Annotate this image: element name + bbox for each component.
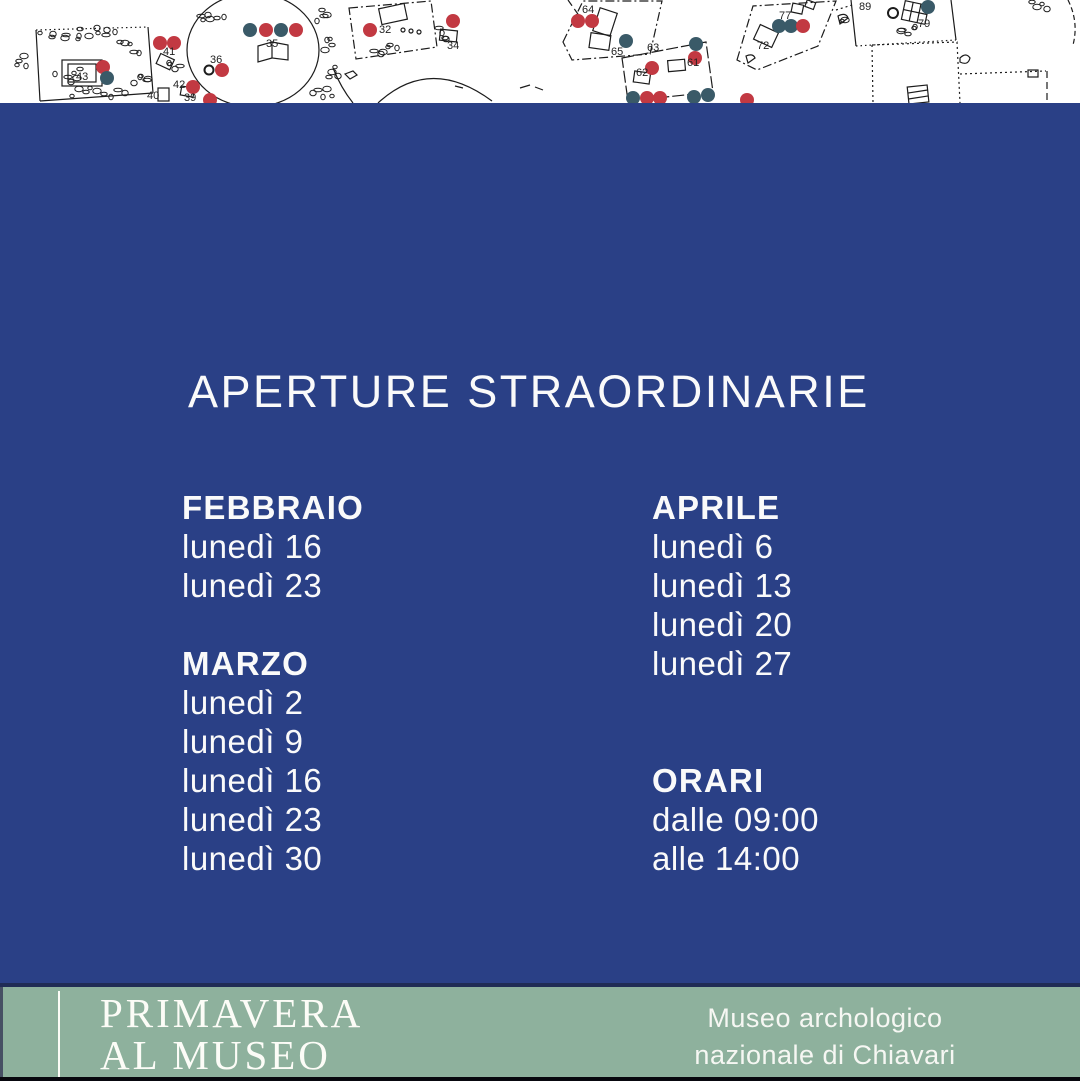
map-label: 64 [582,4,594,16]
footer: PRIMAVERA AL MUSEO Museo archologico naz… [0,987,1080,1077]
logo-line-1: PRIMAVERA [100,990,364,1036]
schedule-line: lunedì 16 [182,528,323,565]
map-dot-teal [772,19,786,33]
map-label: 34 [447,40,459,52]
map-label: 40 [147,90,159,102]
map-dot-red [446,14,460,28]
map-label: 61 [687,57,699,69]
map-dot-red [215,63,229,77]
map-dot-red [571,14,585,28]
museum-line-2: nazionale di Chiavari [694,1040,956,1070]
panel-divider [0,983,1080,987]
map-dot-red [259,23,273,37]
map-label: 62 [636,67,648,79]
excavation-map-svg: 43 41 42 40 39 36 35 32 34 64 65 63 62 61 72 77 89 79 [14,0,1076,103]
museum-name: Museo archologico nazionale di Chiavari [630,1000,1020,1074]
map-dot-red [688,51,702,65]
map-label: 79 [918,18,930,30]
map-dot-red [796,19,810,33]
museum-line-1: Museo archologico [707,1003,943,1033]
map-dot-teal [701,88,715,102]
bottom-bar [0,1077,1080,1081]
map-label: 89 [859,1,871,13]
schedule-line: lunedì 23 [182,567,323,604]
schedule-line: lunedì 6 [652,528,774,565]
map-dot-teal [100,71,114,85]
map-label: 65 [611,46,623,58]
map-label: 42 [173,79,185,91]
footer-left-edge-line [0,987,3,1077]
schedule-line: lunedì 30 [182,840,323,877]
schedule-line: lunedì 2 [182,684,304,721]
logo-line-2: AL MUSEO [100,1032,331,1078]
map-dot-red [289,23,303,37]
map-dot-teal [626,91,640,103]
map-label: 36 [210,54,222,66]
map-dot-teal [784,19,798,33]
schedule-line: dalle 09:00 [652,801,819,838]
map-label: 72 [757,40,769,52]
map-label: 63 [647,42,659,54]
map-dot-red [167,36,181,50]
map-dots [96,0,935,103]
schedule-line: lunedì 16 [182,762,323,799]
map-labels: 43 41 42 40 39 36 35 32 34 64 65 63 62 61 72 77 89 79 [76,1,930,103]
map-dot-red [640,91,654,103]
schedule-line: lunedì 23 [182,801,323,838]
month-heading: MARZO [182,645,309,682]
map-label: 41 [163,46,175,58]
schedule-line: lunedì 13 [652,567,793,604]
schedule-line: lunedì 20 [652,606,793,643]
logo-primavera-al-museo: PRIMAVERA AL MUSEO [100,992,363,1076]
map-dot-teal [687,90,701,103]
map-dot-red [186,80,200,94]
schedule-column-right: APRILE lunedì 6 lunedì 13 lunedì 20 lunedì 2… [652,488,819,878]
map-dot-red [153,36,167,50]
map-dot-red [740,93,754,103]
map-dot-teal [243,23,257,37]
page-title: APERTURE STRAORDINARIE [188,366,870,417]
map-label: 77 [779,10,791,22]
map-dot-red [653,91,667,103]
schedule-section: MARZO lunedì 2 lunedì 9 lunedì 16 lunedì 23 l… [182,644,364,878]
site-map: 43 41 42 40 39 36 35 32 34 64 65 63 62 61 72 77 89 79 [0,0,1080,103]
map-dot-teal [619,34,633,48]
schedule-line: lunedì 27 [652,645,793,682]
map-pebbles [14,0,1051,101]
map-label: 39 [184,92,196,103]
map-label: 43 [76,71,88,83]
map-dot-teal [689,37,703,51]
month-heading: APRILE [652,489,781,526]
month-heading: FEBBRAIO [182,489,364,526]
announcement-panel: APERTURE STRAORDINARIE FEBBRAIO lunedì 16… [0,103,1080,983]
map-dot-red [363,23,377,37]
month-heading: ORARI [652,762,765,799]
schedule-section: FEBBRAIO lunedì 16 lunedì 23 [182,488,364,605]
map-label: 32 [379,24,391,36]
map-dot-red [645,61,659,75]
logo-vertical-rule [58,991,60,1077]
map-dot-red [203,93,217,103]
schedule-section: ORARI dalle 09:00 alle 14:00 [652,761,819,878]
map-dot-red [96,60,110,74]
schedule-section: APRILE lunedì 6 lunedì 13 lunedì 20 lunedì 2… [652,488,819,683]
map-dot-teal [274,23,288,37]
map-dot-teal [921,0,935,14]
map-label: 35 [266,38,278,50]
schedule-line: alle 14:00 [652,840,801,877]
map-dot-red [585,14,599,28]
schedule-line: lunedì 9 [182,723,304,760]
